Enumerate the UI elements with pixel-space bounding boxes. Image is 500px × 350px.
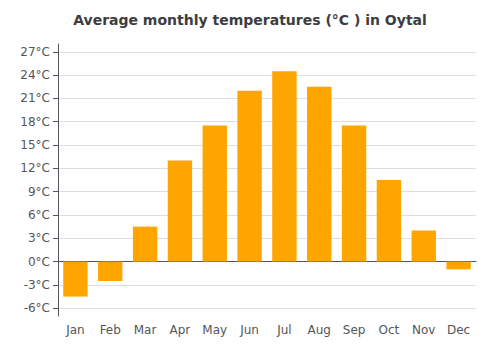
- svg-text:27°C: 27°C: [20, 45, 50, 59]
- svg-text:Nov: Nov: [412, 323, 435, 337]
- svg-text:6°C: 6°C: [28, 208, 50, 222]
- svg-text:Oct: Oct: [379, 323, 400, 337]
- svg-text:May: May: [202, 323, 227, 337]
- svg-text:21°C: 21°C: [20, 91, 50, 105]
- svg-text:18°C: 18°C: [20, 115, 50, 129]
- svg-text:Jun: Jun: [239, 323, 259, 337]
- svg-text:Average monthly temperatures (: Average monthly temperatures (°C ) in Oy…: [73, 12, 427, 28]
- svg-text:9°C: 9°C: [28, 185, 50, 199]
- svg-text:-6°C: -6°C: [24, 301, 50, 315]
- svg-text:12°C: 12°C: [20, 161, 50, 175]
- svg-text:15°C: 15°C: [20, 138, 50, 152]
- svg-text:3°C: 3°C: [28, 231, 50, 245]
- svg-text:Jul: Jul: [276, 323, 291, 337]
- svg-text:Aug: Aug: [308, 323, 331, 337]
- svg-text:Jan: Jan: [65, 323, 85, 337]
- svg-text:Sep: Sep: [343, 323, 366, 337]
- svg-text:Dec: Dec: [447, 323, 470, 337]
- svg-text:-3°C: -3°C: [24, 278, 50, 292]
- svg-text:24°C: 24°C: [20, 68, 50, 82]
- svg-text:Apr: Apr: [170, 323, 191, 337]
- svg-text:0°C: 0°C: [28, 255, 50, 269]
- svg-text:Mar: Mar: [134, 323, 157, 337]
- svg-text:Feb: Feb: [100, 323, 121, 337]
